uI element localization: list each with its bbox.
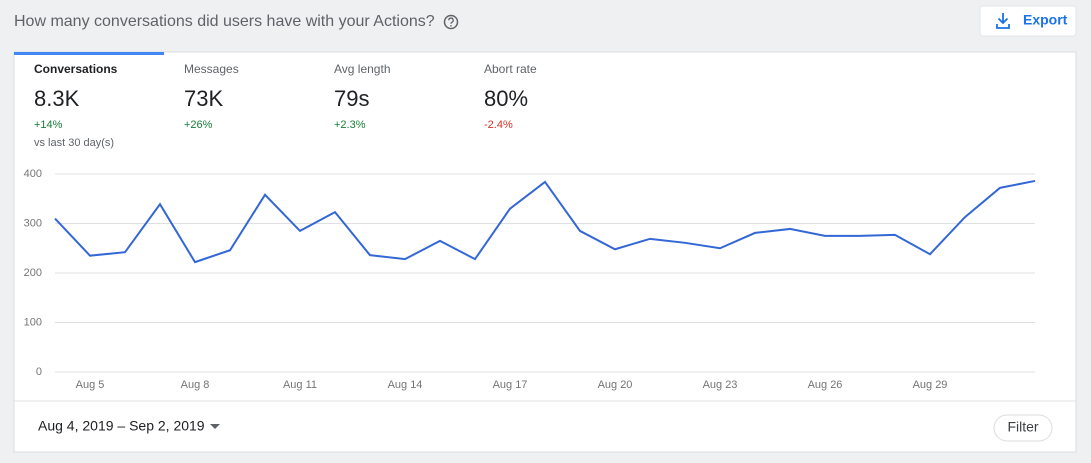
filter-button[interactable]: Filter [993, 414, 1053, 442]
x-tick-label: Aug 29 [913, 379, 948, 391]
x-tick-label: Aug 14 [388, 379, 423, 391]
tab-label[interactable]: Abort rate [484, 62, 537, 76]
tab-value: 8.3K [34, 86, 80, 111]
y-tick-label: 300 [24, 217, 42, 229]
tab-change: +2.3% [334, 119, 366, 131]
data-line [54, 179, 1036, 264]
tab-change: -2.4% [484, 119, 513, 131]
date-range[interactable]: Aug 4, 2019 – Sep 2, 2019 [38, 418, 205, 434]
export-label: Export [1023, 12, 1068, 28]
x-tick-label: Aug 26 [808, 379, 843, 391]
tab-change: +14% [34, 119, 63, 131]
tab-value: 79s [334, 86, 369, 111]
tab-change: +26% [184, 119, 213, 131]
y-tick-label: 0 [36, 366, 42, 378]
tab-label[interactable]: Conversations [34, 62, 118, 76]
y-tick-label: 400 [24, 168, 42, 180]
filter-label: Filter [1007, 419, 1038, 435]
tab-label[interactable]: Avg length [334, 62, 391, 76]
x-tick-label: Aug 17 [493, 379, 528, 391]
x-tick-label: Aug 11 [283, 379, 317, 391]
help-icon[interactable] [443, 14, 459, 30]
x-tick-label: Aug 23 [703, 379, 738, 391]
export-button[interactable]: Export [979, 5, 1077, 37]
tab-label[interactable]: Messages [184, 62, 239, 76]
x-tick-label: Aug 20 [598, 379, 633, 391]
tab-value: 73K [184, 86, 223, 111]
selected-tab-indicator [14, 52, 164, 55]
dropdown-arrow[interactable] [210, 424, 220, 429]
x-tick-label: Aug 5 [76, 379, 105, 391]
y-tick-label: 200 [24, 267, 42, 279]
page-title: How many conversations did users have wi… [14, 13, 435, 30]
tab-comparison: vs last 30 day(s) [34, 137, 114, 149]
x-tick-label: Aug 8 [181, 379, 210, 391]
y-tick-label: 100 [24, 316, 42, 328]
card [13, 51, 1077, 453]
tab-value: 80% [484, 86, 528, 111]
